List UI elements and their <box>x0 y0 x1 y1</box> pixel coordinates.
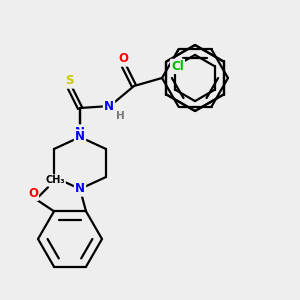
Text: N: N <box>75 182 85 196</box>
Text: S: S <box>65 74 73 88</box>
Text: O: O <box>28 187 38 200</box>
Text: N: N <box>75 125 85 139</box>
Text: N: N <box>75 130 85 143</box>
Text: N: N <box>104 100 114 113</box>
Text: H: H <box>116 111 124 121</box>
Text: O: O <box>118 52 128 65</box>
Text: CH₃: CH₃ <box>45 175 65 185</box>
Text: Cl: Cl <box>171 60 184 73</box>
